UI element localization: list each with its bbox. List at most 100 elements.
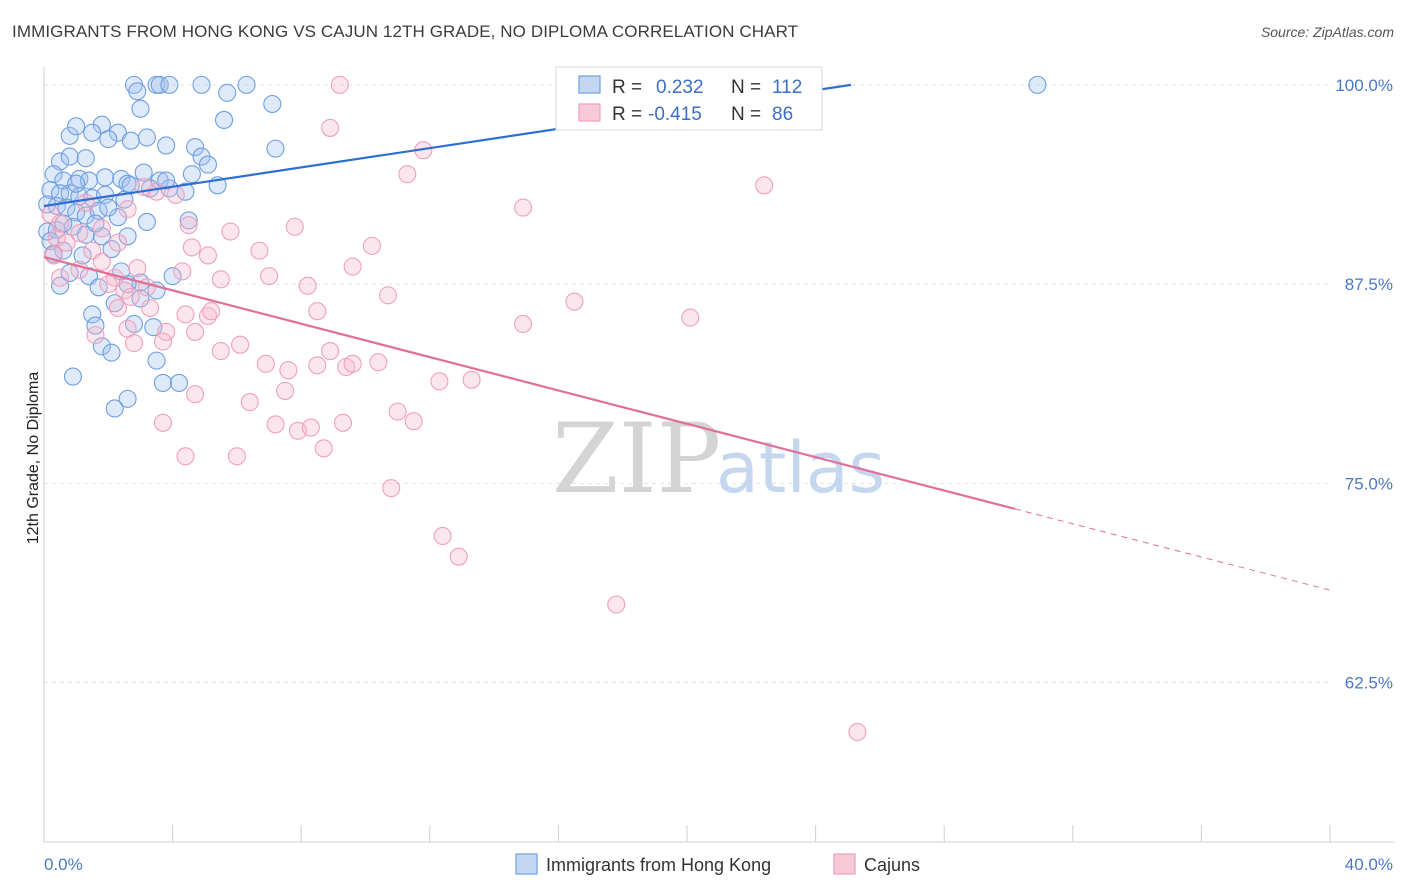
hong-kong-point-1: [128, 82, 147, 101]
hong-kong-point-81: [102, 343, 121, 362]
legend-r-value-pink: -0.415: [648, 104, 702, 125]
cajun-point-71: [108, 233, 127, 252]
hong-kong-point-18: [99, 130, 118, 149]
cajun-point-1: [321, 118, 340, 137]
cajun-point-80: [51, 268, 70, 287]
hong-kong-point-46: [176, 182, 195, 201]
cajun-point-20: [115, 281, 134, 300]
chart-source: Source: ZipAtlas.com: [1260, 24, 1394, 40]
cajun-point-3: [398, 165, 417, 184]
y-tick-labels: 62.5% 75.0% 87.5% 100.0%: [1335, 76, 1393, 693]
hong-kong-point-30: [96, 168, 115, 187]
hong-kong-point-97: [266, 139, 285, 158]
hong-kong-point-38: [41, 181, 60, 200]
cajun-point-36: [231, 335, 250, 354]
hong-kong-point-15: [83, 123, 102, 142]
y-tick-label-1: 75.0%: [1345, 474, 1393, 493]
cajun-point-10: [285, 217, 304, 236]
hong-kong-point-55: [179, 211, 198, 230]
cajun-point-39: [279, 361, 298, 380]
cajun-point-21: [378, 286, 398, 305]
cajun-point-65: [51, 214, 70, 233]
cajun-point-14: [343, 257, 362, 276]
y-tick-label-3: 100.0%: [1335, 76, 1393, 95]
gridlines: [44, 84, 1330, 684]
cajun-point-28: [308, 302, 327, 321]
cajun-point-73: [92, 252, 111, 271]
cajun-point-68: [57, 233, 76, 252]
cajun-point-79: [86, 326, 105, 345]
cajun-point-46: [186, 385, 205, 404]
cajun-point-13: [250, 241, 269, 260]
x-tick-labels: 0.0% 40.0%: [44, 855, 1393, 874]
hong-kong-point-54: [137, 212, 156, 232]
cajun-point-23: [141, 298, 160, 318]
hong-kong-point-8: [237, 75, 256, 94]
cajun-point-40: [308, 356, 327, 375]
y-tick-label-0: 62.5%: [1345, 674, 1393, 693]
cajun-point-63: [848, 722, 867, 742]
cajun-point-16: [259, 267, 279, 286]
hong-kong-point-64: [73, 246, 92, 265]
cajun-point-54: [301, 418, 320, 437]
hong-kong-point-33: [134, 163, 153, 182]
hong-kong-point-20: [186, 137, 205, 157]
cajun-point-17: [298, 276, 317, 295]
cajun-point-26: [198, 306, 218, 326]
legend-r-label-pink: R =: [612, 104, 642, 125]
cajun-point-44: [430, 372, 449, 391]
trend-line-cajuns: [43, 255, 1016, 510]
cajun-point-0: [330, 75, 349, 94]
hong-kong-point-2: [131, 99, 150, 118]
hong-kong-point-74: [105, 294, 124, 313]
cajun-point-43: [369, 353, 388, 372]
hong-kong-point-22: [198, 155, 218, 174]
cajun-point-50: [404, 412, 423, 431]
series-cajuns-points: [41, 75, 867, 742]
cajun-point-59: [382, 479, 401, 498]
cajun-point-31: [157, 322, 176, 341]
legend-r-value-blue: 0.232: [656, 77, 704, 98]
legend-n-value-pink: 86: [772, 104, 793, 125]
hong-kong-point-89: [67, 174, 86, 193]
cajun-point-45: [462, 370, 481, 389]
watermark-zip: ZIP: [552, 403, 721, 515]
legend-bottom-label-blue: Immigrants from Hong Kong: [546, 855, 771, 875]
hong-kong-point-6: [192, 75, 211, 94]
cajun-point-85: [182, 238, 201, 257]
cajun-point-18: [211, 270, 230, 289]
legend-bottom-swatch-blue: [515, 853, 538, 875]
hong-kong-point-50: [67, 203, 86, 222]
legend-bottom-label-pink: Cajuns: [864, 855, 920, 875]
chart-title: IMMIGRANTS FROM HONG KONG VS CAJUN 12TH …: [12, 22, 799, 41]
y-axis-label: 12th Grade, No Diploma: [25, 372, 42, 545]
legend-n-label-pink: N =: [731, 104, 761, 125]
cajun-point-56: [314, 439, 333, 458]
hong-kong-point-82: [147, 351, 166, 370]
cajun-point-27: [202, 302, 221, 321]
hong-kong-point-9: [263, 94, 282, 114]
hong-kong-point-36: [182, 165, 201, 184]
hong-kong-point-85: [169, 373, 189, 392]
hong-kong-point-7: [218, 83, 237, 102]
cajun-point-8: [179, 216, 198, 235]
x-tick-label-0: 0.0%: [44, 855, 83, 874]
trend-line-cajuns-extension: [1014, 508, 1331, 591]
hong-kong-point-17: [67, 117, 86, 136]
cajun-point-9: [221, 222, 240, 241]
x-tick-label-1: 40.0%: [1345, 855, 1393, 874]
hong-kong-point-76: [83, 305, 102, 324]
legend-r-label-blue: R =: [612, 77, 642, 98]
cajun-point-82: [76, 193, 95, 212]
legend-n-label-blue: N =: [731, 77, 761, 98]
cajun-point-51: [153, 413, 173, 432]
legend-top: R = 0.232 N = 112 R = -0.415 N = 86: [555, 66, 823, 131]
cajun-point-62: [607, 595, 626, 614]
cajun-point-5: [513, 198, 533, 217]
hong-kong-point-13: [121, 131, 140, 150]
cajun-point-42: [343, 354, 362, 373]
legend-n-value-blue: 112: [772, 77, 802, 98]
hong-kong-point-5: [160, 75, 179, 94]
cajun-point-81: [99, 275, 118, 294]
cajun-point-47: [240, 393, 259, 412]
